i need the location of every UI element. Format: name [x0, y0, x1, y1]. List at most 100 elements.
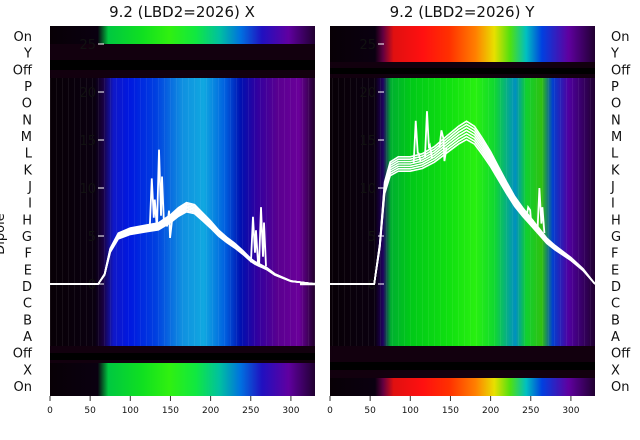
row-label-right: B: [611, 313, 620, 328]
heatmap-bottom-on-x: [50, 363, 315, 396]
heatmap-gap-x-1: [50, 353, 315, 360]
x-tick-label: 50: [84, 406, 96, 416]
x-tick-label: 250: [522, 406, 539, 416]
x-ticks-y: 0 50 100 150 200 250 300: [327, 396, 580, 416]
row-label-right: On: [611, 30, 629, 45]
row-label-right: F: [611, 247, 618, 262]
overlay-y-tick-label: 0: [88, 278, 96, 293]
row-label-right: O: [611, 97, 621, 112]
row-label-right: A: [611, 330, 620, 345]
profile-spike: [412, 120, 422, 163]
profile-spike: [148, 178, 158, 228]
row-label-right: J: [610, 180, 615, 195]
x-tick-label: 250: [242, 406, 259, 416]
overlay-y-tick-label: 20: [359, 86, 376, 101]
row-label-right: I: [611, 197, 615, 212]
heatmap-gap-y-1: [330, 362, 595, 370]
overlay-y-ticks-y: 0 5 10 15 20 25: [359, 38, 384, 293]
row-label-left: O: [22, 97, 32, 112]
heatmap-panel-x: [20, 26, 315, 396]
x-tick-label: 150: [442, 406, 459, 416]
profile-spike: [438, 130, 448, 162]
profile-line: [50, 201, 315, 285]
profile-spike: [525, 204, 534, 226]
x-tick-label: 100: [402, 406, 419, 416]
x-tick-label: 200: [482, 406, 499, 416]
row-label-left: J: [27, 180, 32, 195]
row-label-right: H: [611, 213, 621, 228]
heatmap-bottom-on-y: [330, 378, 595, 396]
row-label-left: I: [28, 197, 32, 212]
row-label-right: E: [611, 263, 619, 278]
overlay-y-tick-label: 5: [368, 230, 376, 245]
overlay-y-tick-label: 5: [88, 230, 96, 245]
profile-spike: [258, 207, 267, 267]
row-label-right: Off: [611, 347, 631, 362]
row-label-left: D: [22, 280, 32, 295]
overlay-y-tick-label: 25: [79, 38, 96, 53]
overlay-y-tick-label: 0: [368, 278, 376, 293]
row-label-right: M: [611, 130, 622, 145]
heatmap-panel-y: [300, 26, 595, 396]
row-label-left: F: [25, 247, 32, 262]
x-tick-label: 50: [364, 406, 376, 416]
heatmap-top-on-y: [330, 26, 595, 62]
row-label-left: On: [14, 30, 32, 45]
heatmap-gap-y-0: [330, 68, 595, 74]
row-label-left: N: [22, 113, 32, 128]
profile-spike: [536, 187, 546, 234]
profile-lines-y: [330, 111, 595, 285]
row-label-left: E: [24, 263, 32, 278]
x-ticks-x: 0 50 100 150 200 250 300: [47, 396, 300, 416]
row-label-left: X: [23, 363, 32, 378]
row-label-right: Off: [611, 63, 631, 78]
row-label-left: M: [21, 130, 32, 145]
overlay-y-tick-label: 15: [79, 134, 96, 149]
row-label-left: Off: [13, 63, 33, 78]
overlay-y-tick-label: 10: [79, 182, 96, 197]
row-label-right: K: [611, 163, 620, 178]
row-label-left: Off: [13, 347, 33, 362]
x-tick-label: 150: [162, 406, 179, 416]
chart-title-x: 9.2 (LBD2=2026) X: [109, 3, 255, 21]
profile-line: [330, 120, 595, 285]
overlay-y-tick-label: 20: [79, 86, 96, 101]
overlay-y-tick-label: 25: [359, 38, 376, 53]
x-tick-label: 100: [122, 406, 139, 416]
row-label-left: K: [23, 163, 32, 178]
row-label-right: N: [611, 113, 621, 128]
overlay-y-tick-label: 15: [359, 134, 376, 149]
x-tick-label: 0: [327, 406, 333, 416]
row-label-left: Y: [23, 47, 32, 62]
x-tick-label: 0: [47, 406, 53, 416]
x-tick-label: 300: [282, 406, 299, 416]
row-label-right: On: [611, 380, 629, 395]
row-label-right: D: [611, 280, 621, 295]
row-label-left: B: [23, 313, 32, 328]
row-label-right: C: [611, 297, 620, 312]
row-axis-label: Dipole: [0, 213, 8, 254]
profile-spike: [164, 210, 173, 239]
overlay-y-tick-label: 10: [359, 182, 376, 197]
row-label-left: On: [14, 380, 32, 395]
row-label-right: X: [611, 363, 620, 378]
row-label-left: C: [23, 297, 32, 312]
x-tick-label: 200: [202, 406, 219, 416]
profile-lines-x: [50, 149, 315, 285]
row-label-left: L: [25, 147, 33, 162]
chart-title-y: 9.2 (LBD2=2026) Y: [390, 3, 536, 21]
row-label-right: L: [611, 147, 619, 162]
row-label-right: G: [611, 230, 621, 245]
heatmap-top-on-x: [50, 26, 315, 44]
row-label-left: H: [22, 213, 32, 228]
profile-spike: [250, 216, 259, 263]
row-label-left: A: [23, 330, 32, 345]
heatmap-texture-y: [330, 78, 595, 346]
x-tick-label: 300: [562, 406, 579, 416]
profile-spike: [156, 149, 165, 226]
overlay-y-ticks-x: 0 5 10 15 20 25: [79, 38, 104, 293]
row-label-left: P: [24, 80, 32, 95]
row-label-right: P: [611, 80, 619, 95]
